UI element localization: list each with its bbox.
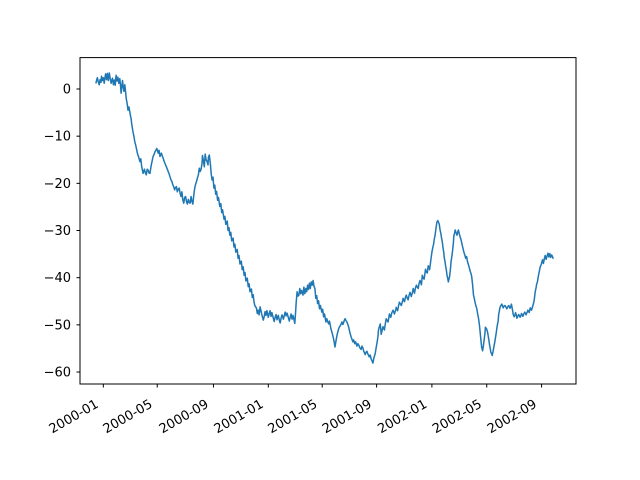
y-tick-label: −30 [44, 224, 71, 239]
plot-area [79, 57, 577, 385]
y-axis-ticks [76, 88, 80, 373]
y-tick-label: −40 [44, 271, 71, 286]
data-line [95, 72, 554, 364]
y-tick-label: −20 [44, 177, 71, 192]
y-tick-label: −60 [44, 366, 71, 381]
y-axis-labels: 0 −10 −20 −30 −40 −50 −60 [44, 83, 71, 381]
y-tick-label: −50 [44, 318, 71, 333]
x-axis-ticks [102, 384, 543, 388]
y-tick-label: 0 [63, 83, 71, 98]
y-tick-label: −10 [44, 130, 71, 145]
